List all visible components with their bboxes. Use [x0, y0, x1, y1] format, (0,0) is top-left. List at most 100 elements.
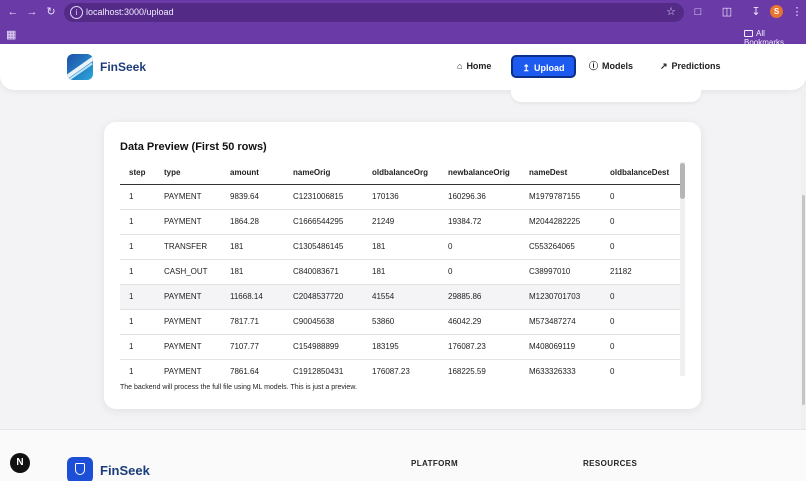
table-cell: 181	[363, 259, 439, 285]
nav-predictions[interactable]: ↗ Predictions	[660, 55, 724, 78]
extensions-icon[interactable]: □	[694, 6, 702, 18]
table-cell: 11668.14	[221, 284, 284, 310]
table-cell: CASH_OUT	[155, 259, 221, 285]
table-cell: C553264065	[520, 234, 601, 260]
all-bookmarks-label: All Bookmarks	[744, 29, 785, 47]
forward-icon[interactable]: →	[26, 6, 38, 18]
table-cell: 9839.64	[221, 184, 284, 210]
table-cell: 21182	[601, 259, 680, 285]
tab-search-icon[interactable]: ◫	[721, 6, 733, 18]
column-header: newbalanceOrig	[439, 162, 520, 185]
profile-avatar[interactable]: S	[770, 5, 783, 18]
preview-table-container[interactable]: step type amount nameOrig oldbalanceOrg newba…	[120, 162, 680, 376]
back-icon[interactable]: ←	[7, 6, 19, 18]
trend-icon: ↗	[660, 61, 668, 71]
column-header: type	[155, 162, 221, 185]
table-row: 1 CASH_OUT 181 C840083671 181 0 C38997010 21182	[120, 259, 680, 285]
shield-icon	[75, 463, 85, 475]
footer-platform-heading: PLATFORM	[411, 459, 459, 468]
table-row: 1 PAYMENT 11668.14 C2048537720 41554 29885.86…	[120, 284, 680, 310]
download-icon[interactable]: ↧	[751, 6, 761, 18]
table-scrollbar-track[interactable]	[680, 162, 685, 376]
table-cell: 46042.29	[439, 309, 520, 335]
column-header: nameOrig	[284, 162, 363, 185]
table-cell: 160296.36	[439, 184, 520, 210]
table-cell: M1979787155	[520, 184, 601, 210]
table-cell: 1	[120, 359, 155, 376]
table-cell: 7861.64	[221, 359, 284, 376]
table-cell: 0	[601, 284, 680, 310]
bookmarks-bar: ▦ All Bookmarks	[0, 25, 806, 47]
table-cell: C1912850431	[284, 359, 363, 376]
table-cell: 1	[120, 259, 155, 285]
table-cell: PAYMENT	[155, 309, 221, 335]
all-bookmarks-button[interactable]: All Bookmarks	[744, 29, 806, 47]
table-cell: 1	[120, 209, 155, 235]
table-cell: M573487274	[520, 309, 601, 335]
nav-home[interactable]: ⌂ Home	[457, 55, 497, 78]
preview-note: The backend will process the full file u…	[120, 384, 357, 391]
table-cell: 0	[601, 359, 680, 376]
address-bar[interactable]: i localhost:3000/upload ☆	[64, 3, 684, 22]
table-header-row: step type amount nameOrig oldbalanceOrg newba…	[120, 162, 680, 185]
upload-card-edge	[511, 90, 701, 102]
table-row: 1 PAYMENT 7107.77 C154988899 183195 176087.23…	[120, 334, 680, 360]
column-header: nameDest	[520, 162, 601, 185]
site-info-icon[interactable]: i	[70, 6, 83, 19]
address-row: ← → ↻ i localhost:3000/upload ☆ □ ◫ ↧ S …	[0, 0, 806, 25]
table-cell: 7107.77	[221, 334, 284, 360]
table-cell: 0	[601, 209, 680, 235]
home-icon: ⌂	[457, 61, 463, 71]
table-cell: PAYMENT	[155, 334, 221, 360]
nav-upload-label: Upload	[534, 63, 565, 73]
menu-icon[interactable]: ⋮	[791, 6, 803, 18]
table-cell: 181	[221, 234, 284, 260]
bookmark-star-icon[interactable]: ☆	[666, 6, 676, 18]
table-scrollbar-thumb[interactable]	[680, 163, 685, 199]
table-cell: 0	[601, 309, 680, 335]
table-cell: 21249	[363, 209, 439, 235]
nav-models[interactable]: ⓘ Models	[589, 55, 639, 78]
column-header: step	[120, 162, 155, 185]
table-cell: C1305486145	[284, 234, 363, 260]
table-row: 1 TRANSFER 181 C1305486145 181 0 C553264065 0	[120, 234, 680, 260]
table-cell: 1	[120, 234, 155, 260]
apps-grid-icon[interactable]: ▦	[6, 29, 17, 41]
table-cell: TRANSFER	[155, 234, 221, 260]
nav-home-label: Home	[466, 61, 492, 71]
table-cell: 168225.59	[439, 359, 520, 376]
table-cell: PAYMENT	[155, 284, 221, 310]
table-cell: 1	[120, 309, 155, 335]
info-icon: ⓘ	[589, 61, 599, 71]
table-cell: PAYMENT	[155, 184, 221, 210]
table-cell: 0	[601, 334, 680, 360]
table-cell: M633326333	[520, 359, 601, 376]
nav-upload[interactable]: ↥ Upload	[511, 55, 576, 78]
table-cell: C38997010	[520, 259, 601, 285]
data-preview-card: Data Preview (First 50 rows) step type amo…	[104, 122, 701, 409]
table-cell: 1	[120, 184, 155, 210]
table-cell: 183195	[363, 334, 439, 360]
table-cell: C1231006815	[284, 184, 363, 210]
table-cell: 1	[120, 334, 155, 360]
table-cell: 1864.28	[221, 209, 284, 235]
column-header: oldbalanceDest	[601, 162, 680, 185]
table-row: 1 PAYMENT 9839.64 C1231006815 170136 160296.3…	[120, 184, 680, 210]
site-footer: N FinSeek PLATFORM RESOURCES	[0, 429, 806, 481]
browser-chrome: ← → ↻ i localhost:3000/upload ☆ □ ◫ ↧ S …	[0, 0, 806, 47]
preview-table: step type amount nameOrig oldbalanceOrg newba…	[120, 162, 680, 376]
window-scrollbar-thumb[interactable]	[802, 195, 805, 405]
reload-icon[interactable]: ↻	[46, 6, 56, 18]
finseek-logo[interactable]	[67, 54, 93, 80]
table-cell: C1666544295	[284, 209, 363, 235]
table-cell: 176087.23	[439, 334, 520, 360]
table-row: 1 PAYMENT 1864.28 C1666544295 21249 19384.72 M…	[120, 209, 680, 235]
table-cell: 29885.86	[439, 284, 520, 310]
dev-badge[interactable]: N	[10, 453, 30, 473]
table-body: 1 PAYMENT 9839.64 C1231006815 170136 160296.3…	[120, 184, 680, 376]
url-text[interactable]: localhost:3000/upload	[86, 7, 174, 17]
table-cell: 0	[439, 259, 520, 285]
brand-name[interactable]: FinSeek	[100, 60, 147, 74]
column-header: amount	[221, 162, 284, 185]
table-cell: C2048537720	[284, 284, 363, 310]
